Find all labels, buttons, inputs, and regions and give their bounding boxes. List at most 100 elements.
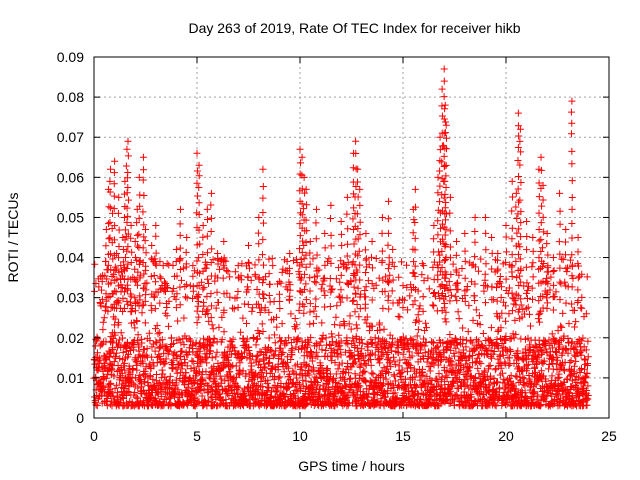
data-point bbox=[195, 184, 203, 192]
data-point bbox=[324, 365, 332, 373]
data-point bbox=[438, 112, 446, 120]
data-point bbox=[445, 278, 453, 286]
data-point bbox=[318, 280, 326, 288]
data-point bbox=[332, 379, 340, 387]
data-point bbox=[502, 332, 510, 340]
data-point bbox=[540, 228, 548, 236]
data-point bbox=[378, 288, 386, 296]
data-point bbox=[524, 360, 532, 368]
data-point bbox=[120, 305, 128, 313]
data-point bbox=[339, 390, 347, 398]
data-point bbox=[181, 378, 189, 386]
data-point bbox=[244, 301, 252, 309]
data-point bbox=[375, 348, 383, 356]
data-point bbox=[337, 298, 345, 306]
data-point bbox=[362, 256, 370, 264]
data-point bbox=[136, 292, 144, 300]
data-point bbox=[182, 248, 190, 256]
data-point bbox=[352, 149, 360, 157]
data-point bbox=[195, 362, 203, 370]
data-point bbox=[439, 235, 447, 243]
data-point bbox=[108, 272, 116, 280]
data-point bbox=[351, 308, 359, 316]
data-point bbox=[169, 262, 177, 270]
data-point bbox=[270, 331, 278, 339]
data-point bbox=[279, 265, 287, 273]
data-point bbox=[220, 290, 228, 298]
data-point bbox=[454, 279, 462, 287]
data-point bbox=[163, 312, 171, 320]
data-point bbox=[533, 395, 541, 403]
data-point bbox=[515, 281, 523, 289]
data-point bbox=[216, 265, 224, 273]
data-point bbox=[471, 228, 479, 236]
data-point bbox=[356, 363, 364, 371]
data-point bbox=[526, 322, 534, 330]
data-point bbox=[176, 231, 184, 239]
data-point bbox=[172, 246, 180, 254]
data-point bbox=[368, 339, 376, 347]
data-point bbox=[261, 364, 269, 372]
data-point bbox=[150, 382, 158, 390]
data-point bbox=[356, 261, 364, 269]
data-point bbox=[193, 257, 201, 265]
data-point bbox=[428, 353, 436, 361]
data-point bbox=[140, 270, 148, 278]
data-point bbox=[419, 307, 427, 315]
data-point bbox=[516, 161, 524, 169]
data-point bbox=[436, 167, 444, 175]
data-point bbox=[203, 292, 211, 300]
data-point bbox=[542, 345, 550, 353]
data-point bbox=[214, 260, 222, 268]
data-point bbox=[537, 236, 545, 244]
data-point bbox=[550, 293, 558, 301]
data-point bbox=[265, 291, 273, 299]
data-point bbox=[115, 282, 123, 290]
data-point bbox=[352, 290, 360, 298]
data-point bbox=[357, 336, 365, 344]
data-point bbox=[93, 333, 101, 341]
data-point bbox=[555, 397, 563, 405]
data-point bbox=[134, 331, 142, 339]
data-point bbox=[167, 402, 175, 410]
data-point bbox=[381, 388, 389, 396]
data-point bbox=[395, 273, 403, 281]
data-point bbox=[139, 208, 147, 216]
data-point bbox=[330, 374, 338, 382]
data-point bbox=[305, 338, 313, 346]
data-point bbox=[194, 192, 202, 200]
data-point bbox=[384, 215, 392, 223]
data-point bbox=[558, 255, 566, 263]
data-point bbox=[302, 296, 310, 304]
data-point bbox=[356, 231, 364, 239]
data-point bbox=[272, 347, 280, 355]
data-point bbox=[218, 336, 226, 344]
data-point bbox=[149, 376, 157, 384]
data-point bbox=[110, 192, 118, 200]
data-point bbox=[312, 295, 320, 303]
data-point bbox=[140, 301, 148, 309]
data-point bbox=[362, 229, 370, 237]
data-point bbox=[140, 371, 148, 379]
data-point bbox=[539, 213, 547, 221]
data-point bbox=[300, 255, 308, 263]
data-point bbox=[302, 238, 310, 246]
data-point bbox=[173, 354, 181, 362]
data-point bbox=[337, 257, 345, 265]
data-point bbox=[294, 334, 302, 342]
data-point bbox=[207, 393, 215, 401]
data-point bbox=[302, 216, 310, 224]
data-point bbox=[354, 225, 362, 233]
data-point bbox=[422, 319, 430, 327]
data-point bbox=[584, 337, 592, 345]
data-point bbox=[199, 251, 207, 259]
data-point bbox=[111, 266, 119, 274]
data-point bbox=[199, 376, 207, 384]
data-point bbox=[358, 345, 366, 353]
data-point bbox=[111, 222, 119, 230]
data-point bbox=[452, 251, 460, 259]
data-point bbox=[336, 278, 344, 286]
data-point bbox=[125, 196, 133, 204]
data-point bbox=[147, 392, 155, 400]
data-point bbox=[312, 219, 320, 227]
